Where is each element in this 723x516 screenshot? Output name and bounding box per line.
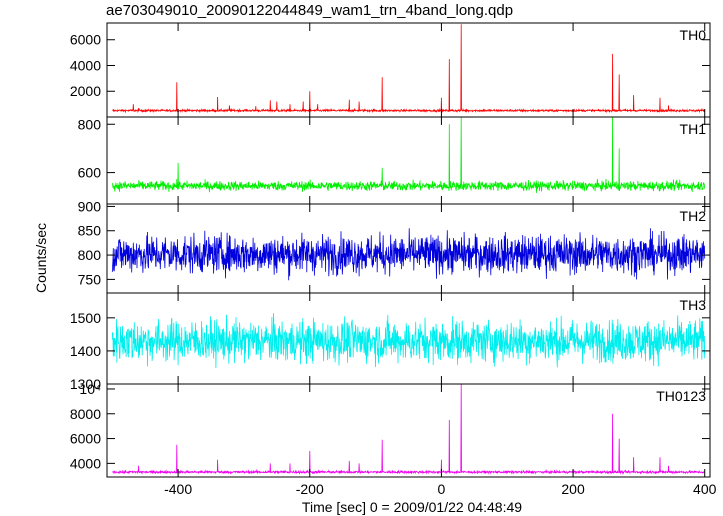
- y-tick-label: 600: [78, 165, 102, 181]
- y-tick-label: 6000: [70, 32, 101, 48]
- panel-frame: [106, 383, 711, 478]
- y-tick-label: 800: [78, 116, 102, 132]
- series-line-th3: [111, 313, 706, 369]
- panel-label-th3: TH3: [680, 297, 707, 313]
- series-line-th0123: [112, 383, 705, 475]
- y-tick-label: 4000: [70, 57, 101, 73]
- y-tick-label: 900: [78, 198, 102, 214]
- x-tick-label: -200: [296, 481, 324, 497]
- y-tick-label: 1500: [70, 310, 101, 326]
- y-tick-label: 6000: [70, 431, 101, 447]
- panel-label-th2: TH2: [680, 208, 707, 224]
- y-tick-label: 2000: [70, 83, 101, 99]
- x-tick-label: 200: [561, 481, 585, 497]
- panel-label-th1: TH1: [680, 121, 707, 137]
- y-tick-label: 8000: [70, 406, 101, 422]
- x-tick-label: 0: [438, 481, 446, 497]
- panel-th3: 1300 1400 1500 TH3: [70, 292, 711, 392]
- x-axis-title: Time [sec] 0 = 2009/01/22 04:48:49: [302, 499, 522, 515]
- y-tick-label: 10⁴: [79, 381, 101, 397]
- panel-th2: 750 800 850 900 TH2: [78, 198, 711, 294]
- panel-th0: 2000 4000 6000 TH0: [70, 22, 711, 118]
- y-tick-label: 1300: [70, 376, 101, 392]
- panel-label-th0123: TH0123: [656, 388, 706, 404]
- y-tick-label: 1400: [70, 343, 101, 359]
- x-tick-label: -400: [164, 481, 192, 497]
- series-line-th0: [112, 24, 705, 114]
- y-tick-label: 850: [78, 223, 102, 239]
- x-tick-label: 400: [693, 481, 717, 497]
- y-tick-label: 750: [78, 271, 102, 287]
- series-line-th2: [111, 228, 706, 281]
- series-line-th1: [111, 116, 706, 194]
- y-tick-label: 800: [78, 247, 102, 263]
- y-axis-title: Counts/sec: [33, 223, 49, 293]
- panel-th1: 600 800 TH1: [78, 116, 711, 205]
- panel-label-th0: TH0: [680, 27, 707, 43]
- panel-th0123: 4000 6000 8000 10⁴ TH0123: [70, 381, 711, 478]
- y-tick-label: 4000: [70, 455, 101, 471]
- chart-title: ae703049010_20090122044849_wam1_trn_4ban…: [106, 2, 514, 19]
